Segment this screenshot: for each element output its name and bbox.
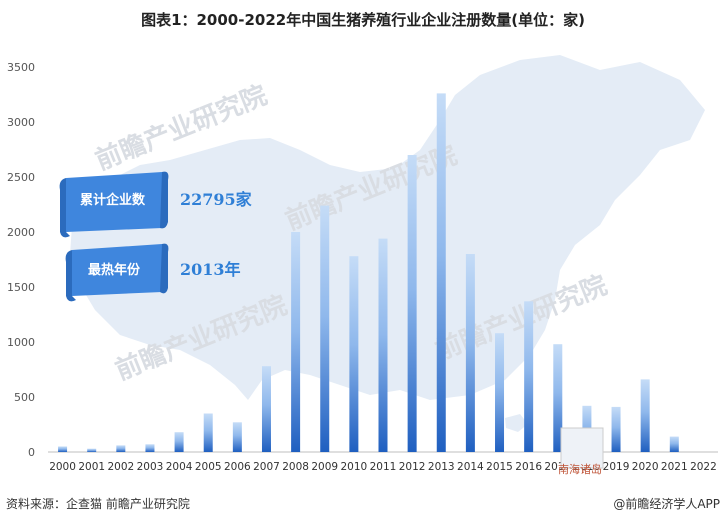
bar-2000: [58, 446, 68, 452]
callout-peak-label: 最热年份: [88, 262, 141, 278]
x-tick-label: 2007: [253, 461, 280, 473]
x-tick-label: 2022: [690, 461, 717, 473]
x-tick-label: 2008: [282, 461, 309, 473]
x-tick-label: 2010: [341, 461, 368, 473]
bar-2021: [669, 436, 679, 452]
y-tick-label: 2000: [7, 226, 35, 239]
bar-2019: [611, 406, 621, 452]
x-tick-label: 2001: [78, 461, 105, 473]
bar-2011: [378, 238, 388, 452]
y-axis: 0 500 1000 1500 2000 2500 3000 3500: [7, 61, 35, 459]
x-tick-label: 2015: [486, 461, 513, 473]
bar-2010: [349, 256, 359, 452]
bar-series: [58, 93, 679, 453]
callout-peak: 最热年份: [65, 243, 169, 302]
south-china-sea-inset: 南海诸岛: [558, 427, 604, 476]
bar-2012: [407, 155, 417, 452]
y-tick-label: 3500: [7, 61, 35, 74]
hainan-island: [505, 414, 528, 432]
chart-title: 图表1：2000-2022年中国生猪养殖行业企业注册数量(单位：家): [141, 11, 585, 29]
x-tick-label: 2006: [224, 461, 251, 473]
x-tick-label: 2005: [195, 461, 222, 473]
bar-2017: [553, 344, 563, 452]
x-axis: 2000 2001 2002 2003 2004 2005 2006 2007 2008 2009…: [49, 461, 717, 473]
x-tick-label: 2011: [370, 461, 397, 473]
source-note: 资料来源：企查猫 前瞻产业研究院: [6, 497, 190, 511]
x-tick-label: 2003: [137, 461, 164, 473]
callout-peak-value: 2013年: [180, 260, 241, 279]
south-china-sea-label: 南海诸岛: [558, 462, 602, 476]
bar-2002: [116, 445, 126, 452]
x-tick-label: 2019: [603, 461, 630, 473]
x-tick-label: 2020: [632, 461, 659, 473]
bar-2004: [174, 432, 184, 452]
bar-2008: [291, 232, 301, 452]
x-tick-label: 2000: [49, 461, 76, 473]
x-tick-label: 2014: [457, 461, 484, 473]
callout-total: 累计企业数: [59, 171, 169, 238]
bar-2003: [145, 444, 155, 452]
brand-credit: @前瞻经济学人APP: [613, 497, 720, 511]
x-tick-label: 2021: [661, 461, 688, 473]
callout-total-value: 22795家: [180, 190, 253, 209]
x-tick-label: 2012: [399, 461, 426, 473]
y-tick-label: 0: [28, 446, 35, 459]
bar-2007: [261, 366, 271, 452]
x-tick-label: 2009: [311, 461, 338, 473]
bar-2009: [320, 205, 330, 452]
x-tick-label: 2013: [428, 461, 455, 473]
y-tick-label: 2500: [7, 171, 35, 184]
china-map-background: [70, 55, 705, 400]
bar-2001: [87, 448, 97, 452]
x-tick-label: 2016: [515, 461, 542, 473]
bar-2006: [232, 422, 242, 452]
x-tick-label: 2004: [166, 461, 193, 473]
x-tick-label: 2002: [107, 461, 134, 473]
bar-2013: [436, 93, 446, 453]
bar-2015: [495, 333, 505, 452]
bar-2016: [524, 301, 534, 452]
y-tick-label: 1000: [7, 336, 35, 349]
y-tick-label: 3000: [7, 116, 35, 129]
callout-total-label: 累计企业数: [80, 192, 146, 208]
y-tick-label: 500: [14, 391, 35, 404]
bar-2020: [640, 379, 650, 452]
bar-2005: [203, 413, 213, 452]
y-tick-label: 1500: [7, 281, 35, 294]
bar-2014: [465, 254, 475, 452]
